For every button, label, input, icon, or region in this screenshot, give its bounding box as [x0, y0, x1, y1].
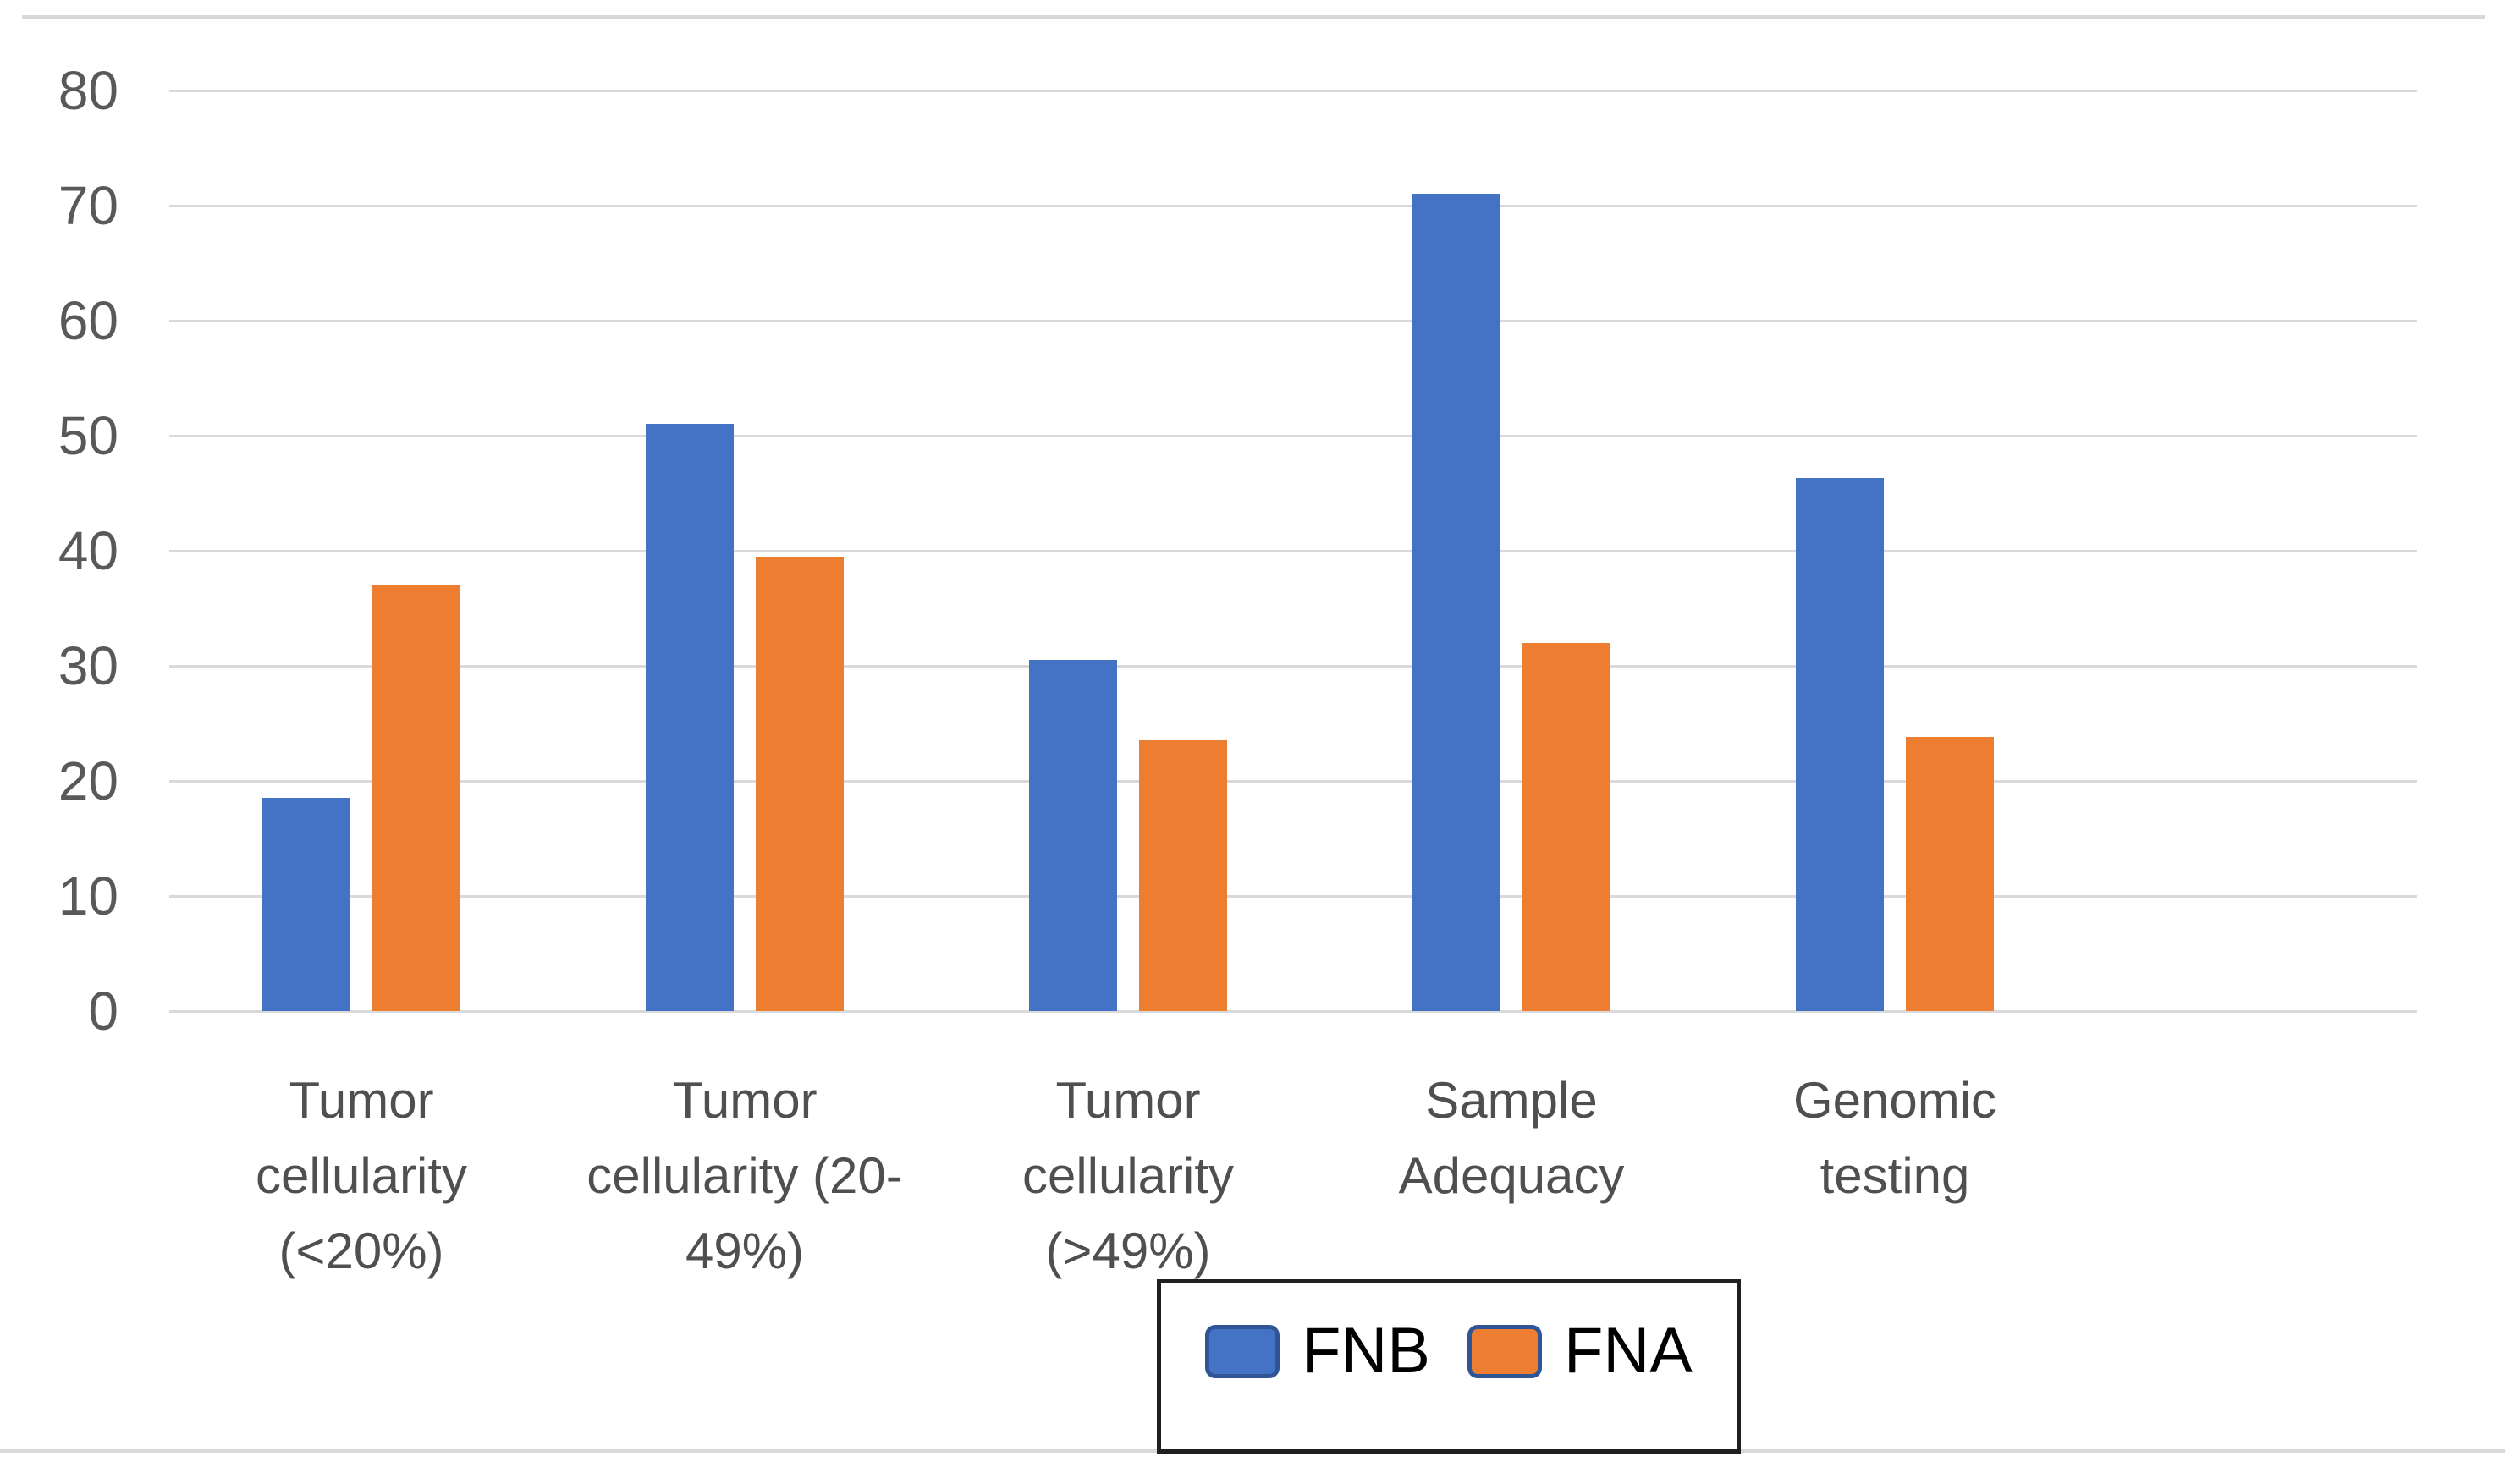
legend-label: FNA: [1564, 1315, 1693, 1387]
x-axis-category-label: Tumor cellularity (<20%): [162, 1063, 560, 1289]
gridline: [169, 90, 2417, 92]
y-axis-tick-label: 80: [58, 60, 118, 121]
y-axis-tick-label: 60: [58, 290, 118, 351]
gridline: [169, 320, 2417, 322]
gridline: [169, 550, 2417, 552]
legend-label: FNB: [1302, 1315, 1430, 1387]
bar-fnb: [1412, 194, 1500, 1011]
legend-item-fna: FNA: [1467, 1319, 1693, 1383]
y-axis-tick-label: 40: [58, 520, 118, 581]
y-axis-tick-label: 70: [58, 175, 118, 236]
gridline: [169, 665, 2417, 668]
x-axis-category-label-line: (>49%): [1045, 1223, 1211, 1279]
gridline: [169, 435, 2417, 437]
x-axis-category-label-line: cellularity: [255, 1147, 468, 1204]
legend: FNB FNA: [1157, 1279, 1741, 1454]
bar-fna: [1139, 740, 1227, 1011]
bar-fnb: [1029, 660, 1117, 1011]
legend-swatch-fna: [1467, 1324, 1542, 1378]
gridline: [169, 1010, 2417, 1013]
x-axis-category-label-line: cellularity: [1021, 1147, 1235, 1204]
bar-fna: [372, 585, 460, 1011]
x-axis-category-label-line: Sample: [1425, 1072, 1598, 1129]
y-axis-tick-label: 10: [58, 866, 118, 926]
x-axis-category-label-line: Tumor: [672, 1072, 818, 1129]
bar-fnb: [1796, 478, 1884, 1011]
y-axis-tick-label: 20: [58, 750, 118, 811]
x-axis-category-label: Sample Adequacy: [1313, 1063, 1710, 1213]
x-axis-category-label: Tumor cellularity (>49%): [929, 1063, 1327, 1289]
bar-fna: [756, 556, 844, 1011]
bar-fnb: [646, 424, 734, 1011]
chart-top-border: [22, 15, 2485, 19]
y-axis-tick-label: 0: [88, 981, 118, 1042]
x-axis-category-label: Genomic testing: [1696, 1063, 2094, 1213]
y-axis-tick-label: 50: [58, 405, 118, 466]
x-axis-category-label-line: Adequacy: [1398, 1147, 1625, 1204]
y-axis-tick-label: 30: [58, 635, 118, 696]
gridline: [169, 205, 2417, 207]
x-axis-category-label-line: Tumor: [1055, 1072, 1201, 1129]
x-axis-category-label: Tumor cellularity (20- 49%): [546, 1063, 944, 1289]
bar-fnb: [262, 798, 350, 1011]
x-axis-category-label-line: testing: [1820, 1147, 1970, 1204]
x-axis-category-label-line: Tumor: [289, 1072, 434, 1129]
bar-fna: [1906, 737, 1994, 1011]
gridline: [169, 780, 2417, 783]
x-axis-category-label-line: Genomic: [1792, 1072, 1997, 1129]
bar-fna: [1522, 642, 1610, 1011]
gridline: [169, 895, 2417, 898]
legend-item-fnb: FNB: [1205, 1319, 1430, 1383]
legend-swatch-fnb: [1205, 1324, 1280, 1378]
x-axis-category-label-line: 49%): [685, 1223, 805, 1279]
x-axis-category-label-line: (<20%): [278, 1223, 444, 1279]
x-axis-category-label-line: cellularity (20-: [586, 1147, 903, 1204]
